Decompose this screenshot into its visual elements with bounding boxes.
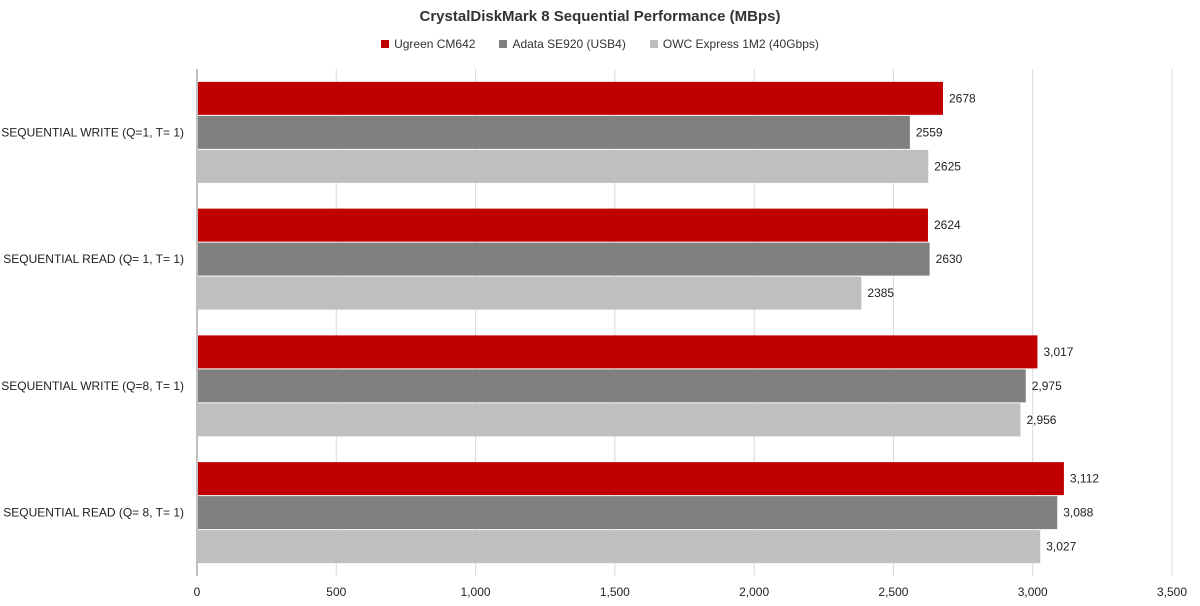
legend-item-ugreen: Ugreen CM642 [381, 37, 475, 51]
category-label: SEQUENTIAL READ (Q= 1, T= 1) [3, 252, 184, 266]
x-tick-label: 1,500 [600, 585, 630, 599]
data-label: 2385 [867, 286, 894, 300]
bar [198, 403, 1021, 437]
data-label: 3,112 [1070, 472, 1099, 486]
x-tick-label: 2,000 [739, 585, 769, 599]
bar [198, 369, 1026, 403]
legend-swatch-ugreen [381, 40, 390, 48]
legend-label-adata: Adata SE920 (USB4) [512, 37, 626, 51]
bar [198, 496, 1058, 530]
category-label: SEQUENTIAL WRITE (Q=8, T= 1) [1, 379, 184, 393]
legend-swatch-adata [499, 40, 508, 48]
bar [198, 242, 930, 276]
x-tick-label: 3,500 [1157, 585, 1187, 599]
category-label: SEQUENTIAL READ (Q= 8, T= 1) [3, 506, 184, 520]
data-label: 2,956 [1026, 413, 1056, 427]
data-label: 3,017 [1043, 345, 1073, 359]
legend-item-adata: Adata SE920 (USB4) [499, 37, 626, 51]
bar [198, 115, 910, 149]
bar [198, 149, 929, 183]
data-label: 3,088 [1063, 506, 1093, 520]
bar [198, 335, 1038, 369]
x-tick-label: 0 [194, 585, 201, 599]
x-tick-label: 2,500 [878, 585, 908, 599]
data-label: 2559 [916, 125, 943, 139]
data-label: 3,027 [1046, 540, 1076, 554]
legend-label-ugreen: Ugreen CM642 [394, 37, 476, 51]
bar [198, 462, 1064, 496]
x-tick-label: 500 [326, 585, 346, 599]
x-tick-label: 3,000 [1018, 585, 1048, 599]
bar [198, 276, 862, 310]
bar [198, 530, 1041, 564]
bar [198, 208, 928, 242]
legend: Ugreen CM642 Adata SE920 (USB4) OWC Expr… [0, 37, 1200, 51]
data-label: 2624 [934, 218, 961, 232]
legend-item-owc: OWC Express 1M2 (40Gbps) [649, 37, 819, 51]
x-tick-label: 1,000 [461, 585, 491, 599]
bar [198, 81, 944, 115]
data-label: 2625 [934, 159, 961, 173]
chart-title: CrystalDiskMark 8 Sequential Performance… [419, 8, 781, 25]
data-label: 2,975 [1032, 379, 1062, 393]
data-label: 2678 [949, 91, 976, 105]
data-label: 2630 [936, 252, 963, 266]
legend-label-owc: OWC Express 1M2 (40Gbps) [662, 37, 819, 51]
category-label: SEQUENTIAL WRITE (Q=1, T= 1) [1, 125, 184, 139]
legend-swatch-owc [649, 40, 658, 48]
